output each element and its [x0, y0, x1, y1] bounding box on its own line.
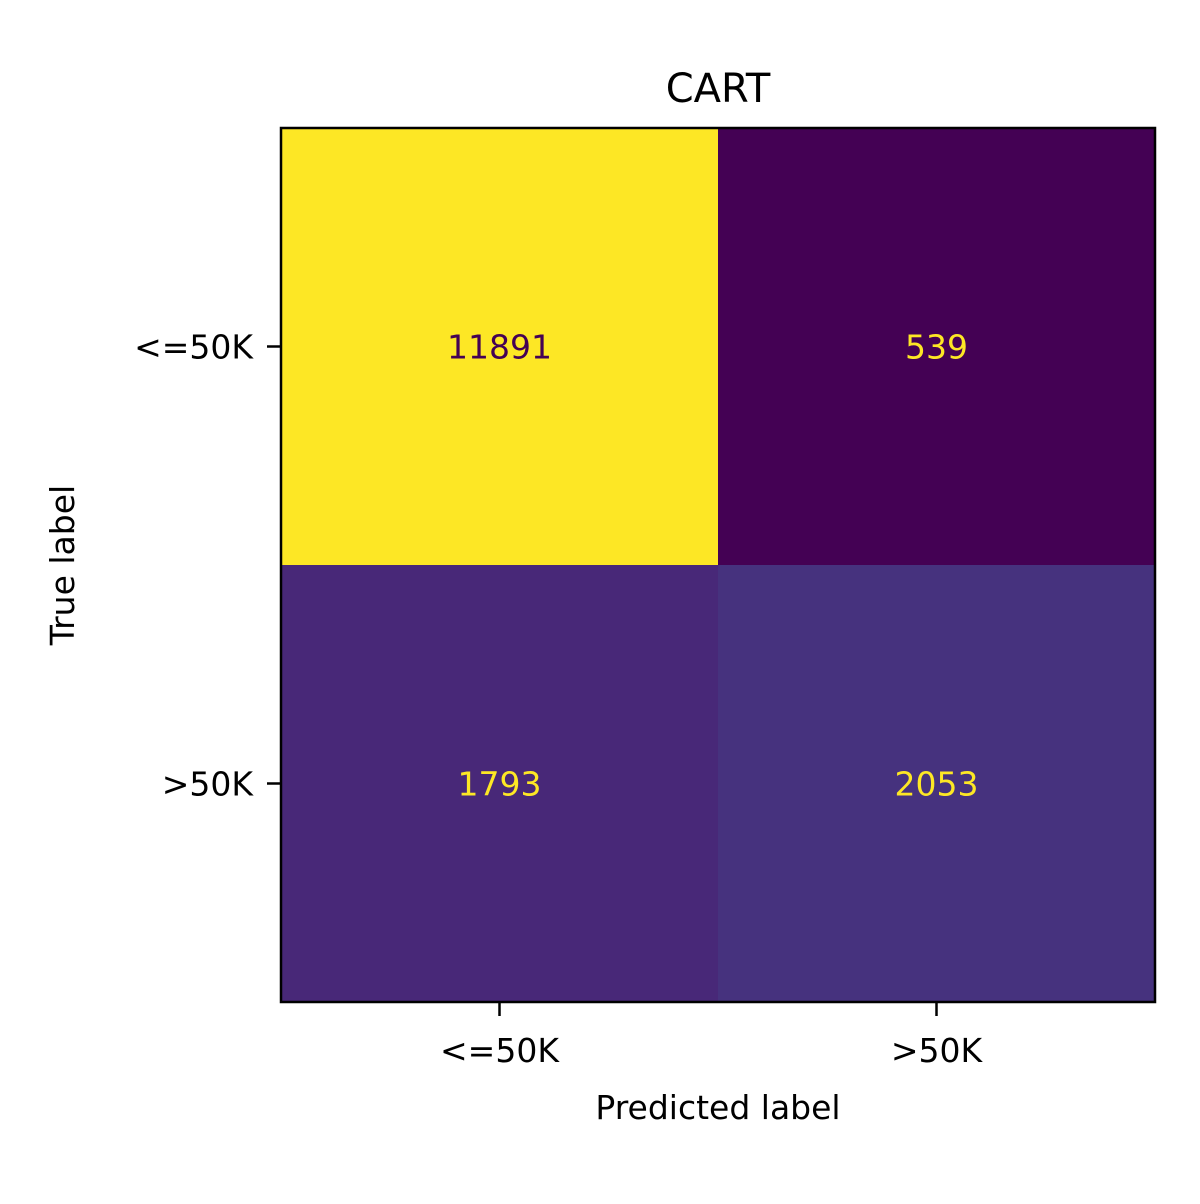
cell-value-1-1: 11891	[447, 328, 552, 367]
x-tick-label-gt50k: >50K	[891, 1031, 984, 1070]
chart-title: CART	[666, 66, 771, 112]
cells-layer	[281, 128, 1156, 1003]
heatmap-cell-1-2	[718, 128, 1156, 566]
plot-frame	[279, 126, 1157, 1004]
y-axis-label: True label	[43, 485, 82, 646]
y-tick-label-gt50k: >50K	[162, 765, 255, 804]
heatmap-cell-2-2	[718, 565, 1156, 1003]
heatmap-cell-2-1	[281, 565, 719, 1003]
cell-value-1-2: 539	[905, 328, 968, 367]
x-tick-label-le50k: <=50K	[440, 1031, 560, 1070]
cell-value-2-2: 2053	[895, 765, 979, 804]
ticks-layer: <=50K >50K <=50K >50K	[134, 328, 983, 1071]
heatmap-cell-1-1	[281, 128, 719, 566]
y-tick-label-le50k: <=50K	[134, 328, 254, 367]
x-axis-label: Predicted label	[595, 1088, 840, 1127]
cell-labels-layer: 11891 539 1793 2053	[447, 328, 978, 804]
cell-value-2-1: 1793	[458, 765, 542, 804]
